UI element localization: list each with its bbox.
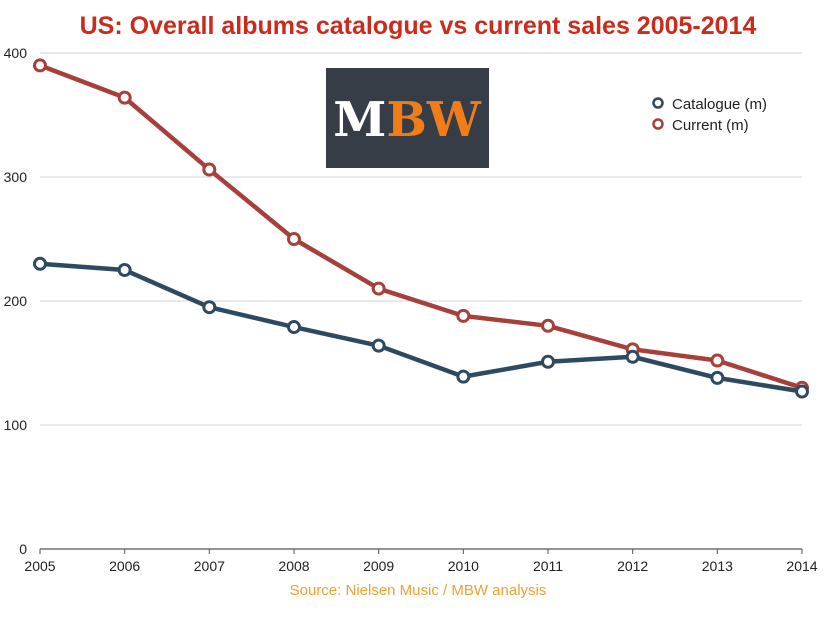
x-tick-label-2012: 2012 bbox=[617, 558, 648, 574]
x-tick-label-2014: 2014 bbox=[786, 558, 817, 574]
data-point-current-m-2013 bbox=[710, 353, 725, 368]
data-point-current-m-2010 bbox=[456, 308, 471, 323]
x-tick-labels: 2005 2006 2007 2008 2009 2010 2011 2012 2013 2014 bbox=[24, 558, 817, 574]
source-note: Source: Nielsen Music / MBW analysis bbox=[289, 582, 547, 599]
x-tick-label-2011: 2011 bbox=[533, 558, 563, 574]
x-tick-label-2007: 2007 bbox=[194, 558, 225, 574]
logo-text-m: M bbox=[333, 92, 386, 148]
x-tick-label-2005: 2005 bbox=[24, 558, 55, 574]
series-line-catalogue-m bbox=[37, 261, 805, 394]
legend-marker-current-m bbox=[652, 118, 664, 130]
y-tick-label-200: 200 bbox=[4, 293, 28, 309]
chart-title: US: Overall albums catalogue vs current … bbox=[79, 12, 757, 40]
series-catalogue-m bbox=[33, 256, 809, 399]
data-point-catalogue-m-2011 bbox=[541, 354, 555, 369]
data-point-current-m-2008 bbox=[287, 232, 301, 246]
y-tick-label-300: 300 bbox=[4, 169, 28, 185]
logo-background bbox=[326, 68, 489, 168]
y-tick-label-100: 100 bbox=[4, 417, 28, 433]
data-point-catalogue-m-2005 bbox=[33, 256, 47, 271]
data-point-current-m-2007 bbox=[202, 162, 217, 177]
legend-label-current-m: Current (m) bbox=[672, 117, 749, 134]
y-tick-labels: 0 100 200 300 400 bbox=[4, 45, 28, 557]
data-point-catalogue-m-2008 bbox=[287, 320, 301, 335]
data-series bbox=[33, 58, 809, 399]
x-tick-label-2009: 2009 bbox=[363, 558, 394, 574]
x-tick-label-2010: 2010 bbox=[448, 558, 479, 574]
x-tick-label-2013: 2013 bbox=[702, 558, 733, 574]
mbw-logo: MBW bbox=[326, 68, 489, 168]
data-point-current-m-2005 bbox=[33, 58, 47, 73]
x-tick-label-2006: 2006 bbox=[109, 558, 140, 574]
logo-text-bw: BW bbox=[386, 92, 482, 148]
data-point-current-m-2006 bbox=[117, 90, 132, 105]
y-tick-label-0: 0 bbox=[19, 541, 27, 557]
x-tick-label-2008: 2008 bbox=[278, 558, 309, 574]
y-tick-label-400: 400 bbox=[4, 45, 28, 61]
data-point-current-m-2011 bbox=[541, 318, 555, 333]
data-point-catalogue-m-2006 bbox=[117, 263, 132, 277]
data-point-catalogue-m-2007 bbox=[202, 300, 217, 315]
legend: Catalogue (m) Current (m) bbox=[652, 96, 767, 134]
axes bbox=[39, 548, 803, 554]
data-point-catalogue-m-2013 bbox=[710, 370, 725, 385]
data-point-catalogue-m-2014 bbox=[795, 384, 809, 399]
series-line-current-m bbox=[37, 63, 805, 391]
data-point-catalogue-m-2009 bbox=[371, 338, 386, 353]
logo-text: MBW bbox=[333, 92, 482, 148]
legend-label-catalogue-m: Catalogue (m) bbox=[672, 96, 767, 113]
data-point-current-m-2009 bbox=[371, 281, 386, 296]
legend-marker-catalogue-m bbox=[652, 97, 664, 109]
data-point-catalogue-m-2010 bbox=[456, 369, 471, 384]
data-point-catalogue-m-2012 bbox=[625, 349, 640, 364]
